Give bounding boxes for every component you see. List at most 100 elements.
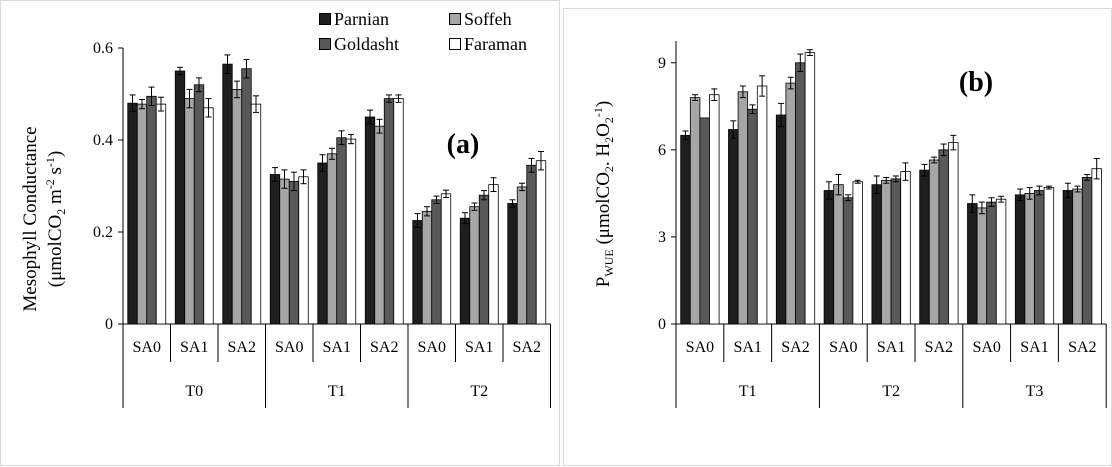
bar-faraman: [756, 85, 768, 325]
x-subcategory-label: SA2: [513, 339, 541, 356]
bar-parnian: [967, 203, 978, 325]
bar-goldasht: [193, 84, 205, 325]
y-axis-title-line2: (μmolCO2 m-2 s-1): [43, 151, 68, 287]
bar-parnian: [412, 220, 423, 325]
x-subcategory-label: SA2: [925, 339, 953, 356]
x-group-label: T2: [882, 383, 900, 400]
legend-item-soffeh: Soffeh: [449, 9, 512, 29]
bar-soffeh: [689, 97, 701, 325]
y-tick-label: 0.6: [93, 40, 113, 57]
bar-faraman: [995, 198, 1007, 325]
bar-soffeh: [516, 186, 528, 325]
bar-faraman: [440, 193, 452, 325]
bar-soffeh: [1072, 188, 1083, 325]
bar-soffeh: [928, 159, 940, 325]
legend-swatch: [449, 38, 461, 50]
bar-parnian: [919, 169, 930, 325]
bar-faraman: [345, 138, 357, 325]
legend-item-faraman: Faraman: [449, 34, 527, 54]
bar-goldasht: [938, 149, 949, 325]
x-subcategory-label: SA2: [781, 339, 809, 356]
y-tick-label: 0: [105, 316, 113, 333]
x-group-label: T3: [1026, 383, 1044, 400]
x-subcategory-label: SA0: [829, 339, 857, 356]
bar-parnian: [680, 134, 691, 325]
bar-soffeh: [279, 178, 290, 325]
legend-label: Goldasht: [334, 34, 399, 54]
bar-parnian: [775, 114, 787, 325]
x-subcategory-label: SA0: [275, 339, 303, 356]
bar-soffeh: [374, 125, 385, 325]
y-axis-title-line1: Mesophyll Conductance: [20, 126, 41, 311]
y-tick-label: 3: [658, 229, 666, 246]
x-subcategory-label: SA2: [370, 339, 398, 356]
bar-goldasht: [1081, 177, 1093, 325]
bar-goldasht: [241, 68, 252, 325]
bar-parnian: [269, 174, 281, 325]
bar-faraman: [900, 171, 911, 325]
bar-soffeh: [326, 153, 338, 325]
x-subcategory-label: SA1: [1020, 339, 1048, 356]
x-group-label: T0: [185, 383, 203, 400]
bar-goldasht: [890, 178, 902, 325]
bar-soffeh: [785, 82, 796, 325]
x-subcategory-label: SA1: [323, 339, 351, 356]
panel-label-b: (b): [959, 67, 993, 98]
bar-faraman: [948, 142, 959, 325]
bar-faraman: [488, 184, 499, 325]
x-subcategory-label: SA1: [877, 339, 905, 356]
y-tick-label: 9: [658, 55, 666, 72]
y-tick-label: 0: [658, 316, 666, 333]
legend-item-goldasht: Goldasht: [319, 34, 399, 54]
bar-faraman: [1043, 187, 1055, 325]
bar-soffeh: [737, 91, 749, 325]
bar-faraman: [804, 52, 816, 325]
bar-goldasht: [747, 108, 758, 325]
chart-panel-a: Mesophyll Conductance (μmolCO2 m-2 s-1) …: [0, 0, 560, 466]
bar-soffeh: [421, 210, 433, 325]
legend-swatch: [319, 13, 331, 25]
bar-parnian: [222, 63, 233, 325]
bar-goldasht: [699, 117, 710, 325]
bar-goldasht: [336, 137, 347, 325]
bar-parnian: [174, 70, 186, 325]
y-axis-title-b: PWUE (μmolCO2. H2O2-1): [591, 101, 616, 287]
legend: Parnian Soffeh Goldasht Faraman: [317, 7, 553, 71]
x-subcategory-label: SA0: [133, 339, 161, 356]
bar-faraman: [393, 98, 404, 325]
bar-goldasht: [986, 201, 997, 325]
bar-parnian: [459, 217, 471, 325]
bar-parnian: [317, 162, 328, 325]
bar-soffeh: [184, 98, 195, 325]
bar-soffeh: [136, 103, 148, 325]
x-subcategory-label: SA0: [686, 339, 714, 356]
bar-faraman: [155, 103, 167, 325]
bar-goldasht: [526, 164, 537, 325]
legend-swatch: [319, 38, 331, 50]
x-group-label: T1: [739, 383, 757, 400]
bar-goldasht: [1034, 190, 1045, 325]
bar-goldasht: [383, 98, 395, 325]
x-subcategory-label: SA2: [228, 339, 256, 356]
bar-parnian: [1062, 190, 1074, 325]
legend-item-parnian: Parnian: [319, 9, 389, 29]
bar-soffeh: [881, 179, 892, 325]
bar-soffeh: [469, 206, 480, 325]
bar-parnian: [1014, 194, 1026, 325]
chart-b-svg: PWUE (μmolCO2. H2O2-1) (b) 0 3 6 9 SA0 SA1 SA2…: [591, 41, 1107, 408]
bar-goldasht: [288, 180, 300, 325]
bar-goldasht: [478, 194, 490, 325]
legend-label: Soffeh: [464, 9, 512, 29]
x-group-label: T2: [470, 383, 488, 400]
legend-swatch: [449, 13, 461, 25]
bar-parnian: [728, 129, 739, 325]
x-subcategory-label: SA1: [180, 339, 208, 356]
x-subcategory-label: SA0: [418, 339, 446, 356]
bar-goldasht: [146, 95, 157, 325]
bar-faraman: [535, 160, 547, 325]
bar-soffeh: [1024, 192, 1035, 325]
bar-parnian: [871, 184, 882, 325]
legend-label: Parnian: [334, 9, 389, 29]
x-subcategory-label: SA0: [972, 339, 1000, 356]
x-group-label: T1: [328, 383, 346, 400]
